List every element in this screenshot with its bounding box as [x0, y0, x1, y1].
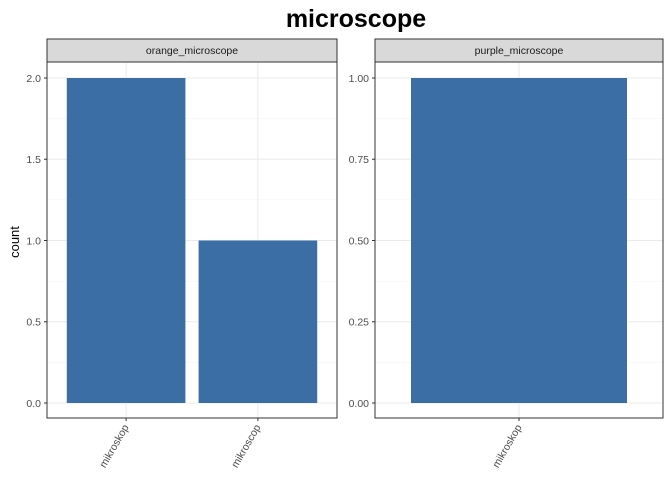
- y-tick-label: 0.5: [26, 317, 41, 329]
- y-tick-label: 2.0: [26, 73, 41, 85]
- facet-label: purple_microscope: [475, 45, 564, 57]
- y-tick-label: 1.00: [349, 73, 370, 85]
- y-tick-label: 0.25: [349, 317, 370, 329]
- bar-mikroskop: [411, 78, 627, 403]
- x-tick-label: mikroskop: [490, 422, 524, 470]
- x-tick-label: mikroskop: [97, 422, 131, 470]
- y-axis-title: count: [7, 226, 22, 258]
- panel-purple_microscope: purple_microscope 0.00 0.25 0.50 0.75 1.00 mik…: [349, 38, 664, 470]
- y-tick-label: 0.0: [26, 398, 41, 410]
- chart-title: microscope: [286, 5, 426, 33]
- y-tick-label: 1.0: [26, 235, 41, 247]
- panel-border: [46, 61, 338, 419]
- panel-orange_microscope: orange_microscope 0.0 0.5 1.0 1.5 2.0 mikrosko…: [26, 38, 338, 470]
- bar-mikroscop: [198, 240, 318, 403]
- panel-border: [374, 61, 664, 419]
- facet-label: orange_microscope: [146, 45, 238, 57]
- panels: orange_microscope 0.0 0.5 1.0 1.5 2.0 mikrosko…: [26, 38, 664, 470]
- y-tick-label: 0.50: [349, 235, 370, 247]
- y-tick-label: 0.75: [349, 154, 370, 166]
- y-tick-label: 0.00: [349, 398, 370, 410]
- bar-mikroskop: [66, 78, 186, 403]
- x-tick-label: mikroscop: [229, 422, 263, 470]
- y-tick-label: 1.5: [26, 154, 41, 166]
